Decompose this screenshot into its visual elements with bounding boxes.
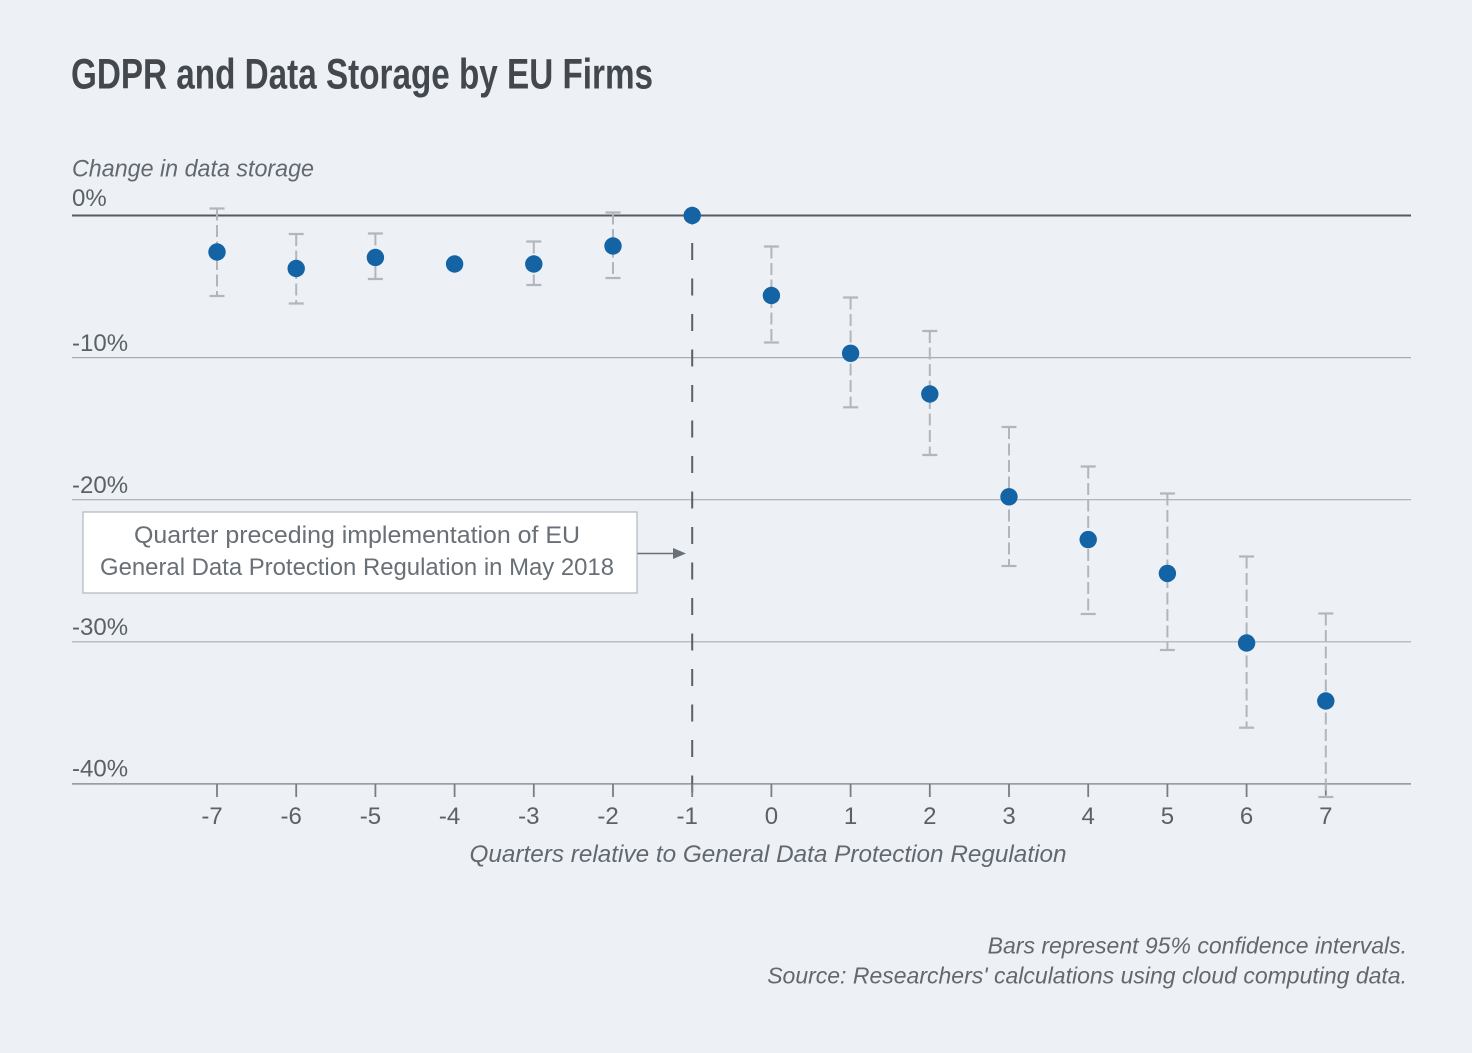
svg-text:Quarters relative to General D: Quarters relative to General Data Protec… bbox=[470, 841, 1067, 868]
svg-text:4: 4 bbox=[1082, 803, 1095, 830]
svg-text:Bars represent 95% confidence: Bars represent 95% confidence intervals. bbox=[988, 933, 1407, 959]
svg-text:0: 0 bbox=[765, 803, 778, 830]
svg-text:Quarter preceding implementati: Quarter preceding implementation of EU bbox=[134, 522, 580, 549]
svg-text:3: 3 bbox=[1002, 803, 1015, 830]
svg-text:0%: 0% bbox=[72, 185, 107, 212]
svg-text:1: 1 bbox=[844, 803, 857, 830]
svg-text:Source: Researchers' calculati: Source: Researchers' calculations using … bbox=[767, 963, 1407, 989]
svg-text:-3: -3 bbox=[518, 803, 539, 830]
svg-text:Change in data storage: Change in data storage bbox=[72, 155, 314, 182]
svg-text:-5: -5 bbox=[360, 803, 381, 830]
svg-text:-4: -4 bbox=[439, 803, 460, 830]
svg-text:-10%: -10% bbox=[72, 330, 128, 357]
svg-text:-30%: -30% bbox=[72, 614, 128, 641]
svg-text:6: 6 bbox=[1240, 803, 1253, 830]
svg-text:2: 2 bbox=[923, 803, 936, 830]
svg-text:-1: -1 bbox=[677, 803, 698, 830]
svg-text:General Data Protection Regula: General Data Protection Regulation in Ma… bbox=[100, 554, 614, 581]
svg-text:-20%: -20% bbox=[72, 472, 128, 499]
svg-text:-2: -2 bbox=[597, 803, 618, 830]
svg-text:-6: -6 bbox=[281, 803, 302, 830]
svg-text:-7: -7 bbox=[201, 803, 222, 830]
svg-text:-40%: -40% bbox=[72, 756, 128, 783]
svg-text:7: 7 bbox=[1319, 803, 1332, 830]
svg-text:GDPR and Data Storage by EU Fi: GDPR and Data Storage by EU Firms bbox=[71, 51, 653, 99]
svg-text:5: 5 bbox=[1161, 803, 1174, 830]
